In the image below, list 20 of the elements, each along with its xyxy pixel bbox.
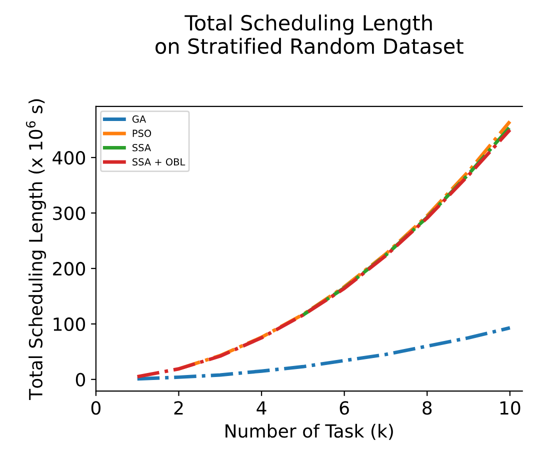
x-axis-title: Number of Task (k) bbox=[226, 424, 393, 440]
legend-label: SSA + OBL bbox=[132, 158, 186, 166]
y-tick-label: 300 bbox=[53, 206, 86, 220]
line-series bbox=[301, 125, 512, 317]
x-tick-label: 0 bbox=[91, 401, 100, 415]
chart-title: Total Scheduling Length on Stratified Random Dataset bbox=[156, 14, 464, 54]
line-series bbox=[136, 326, 512, 381]
legend-label: GA bbox=[132, 115, 146, 123]
y-tick-label: 0 bbox=[76, 372, 86, 387]
x-tick-label: 10 bbox=[500, 401, 520, 415]
y-axis-title: Total Scheduling Length (x 10$^{6}$ s) bbox=[26, 99, 46, 400]
x-tick-label: 2 bbox=[174, 401, 183, 415]
legend-label: SSA bbox=[132, 144, 152, 152]
x-tick-label: 6 bbox=[340, 401, 349, 415]
y-tick-label: 200 bbox=[53, 262, 86, 276]
x-tick-label: 8 bbox=[422, 401, 432, 415]
y-tick-label: 400 bbox=[52, 150, 86, 165]
legend-label: PSO bbox=[132, 130, 152, 138]
x-tick-label: 4 bbox=[256, 401, 266, 415]
y-tick-label: 100 bbox=[54, 317, 86, 332]
